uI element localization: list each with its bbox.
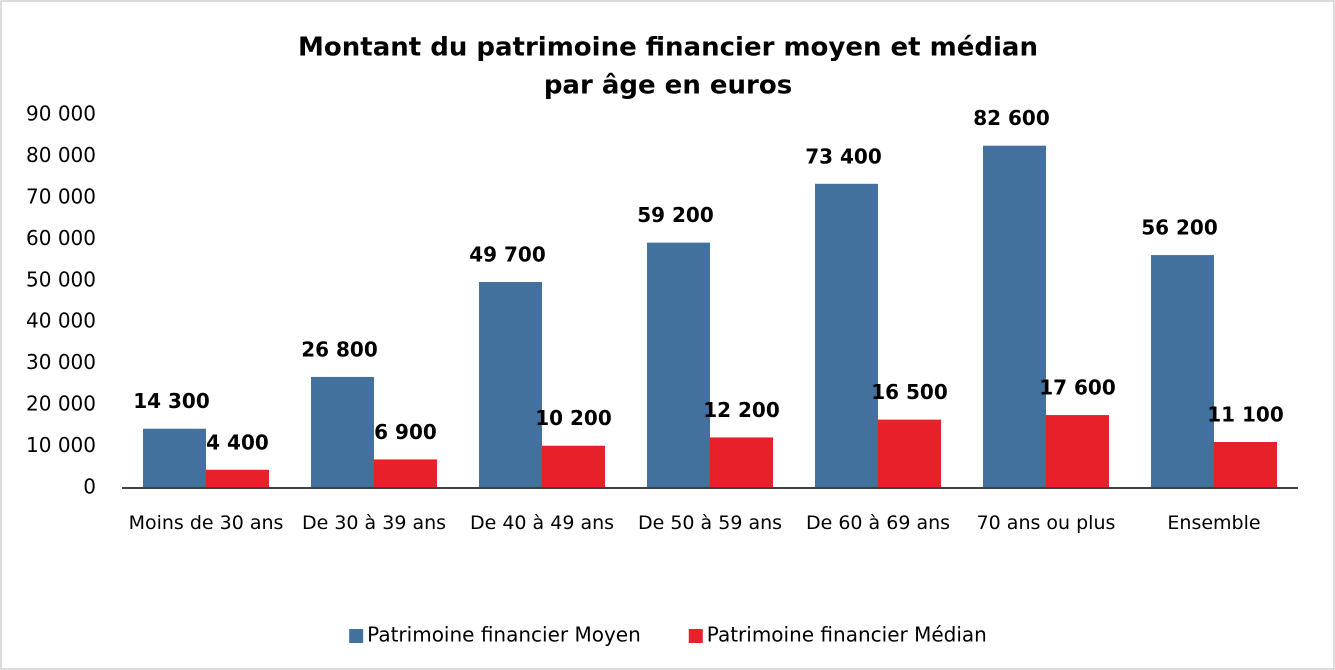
bar [815,183,878,488]
bar [311,376,374,488]
legend-swatch [688,629,703,643]
x-tick-label: De 60 à 69 ans [805,512,951,534]
data-label: 49 700 [469,243,546,267]
bar [1151,255,1214,488]
bar [983,145,1046,488]
data-label: 16 500 [871,380,948,404]
bar [1214,441,1277,488]
data-label: 26 800 [301,337,378,361]
x-tick-label: Ensemble [1167,512,1261,534]
data-label: 14 300 [133,389,210,413]
x-tick-label: De 30 à 39 ans [301,512,447,534]
bar [143,428,206,488]
legend-label: Patrimoine financier Médian [707,623,987,647]
legend-label: Patrimoine financier Moyen [367,623,641,647]
y-tick-label: 10 000 [26,433,96,457]
data-label: 59 200 [637,203,714,227]
x-tick-label: 70 ans ou plus [976,512,1116,534]
y-tick-label: 40 000 [26,309,96,333]
bar [479,282,542,488]
bar [374,459,437,488]
data-label: 10 200 [535,406,612,430]
data-label: 4 400 [206,430,269,454]
x-tick-label: De 50 à 59 ans [637,512,783,534]
data-label: 17 600 [1039,376,1116,400]
data-label: 82 600 [973,106,1050,130]
data-label: 11 100 [1207,402,1284,426]
x-tick-label: De 40 à 49 ans [469,512,615,534]
y-tick-label: 60 000 [26,226,96,250]
bar [206,469,269,488]
chart-title: par âge en euros [544,71,792,101]
y-tick-label: 70 000 [26,184,96,208]
bar [542,445,605,488]
bar [710,437,773,488]
bar [647,242,710,488]
data-label: 73 400 [805,144,882,168]
y-tick-label: 20 000 [26,392,96,416]
y-tick-label: 30 000 [26,350,96,374]
bar [878,419,941,488]
legend-swatch [349,629,364,643]
y-tick-label: 50 000 [26,267,96,291]
y-tick-label: 80 000 [26,143,96,167]
bar [1046,415,1109,488]
data-label: 6 900 [374,420,437,444]
x-tick-label: Moins de 30 ans [128,512,284,534]
data-label: 12 200 [703,398,780,422]
y-tick-label: 0 [83,475,96,499]
chart-title: Montant du patrimoine financier moyen et… [298,33,1038,63]
y-tick-label: 90 000 [26,102,96,126]
data-label: 56 200 [1141,216,1218,240]
